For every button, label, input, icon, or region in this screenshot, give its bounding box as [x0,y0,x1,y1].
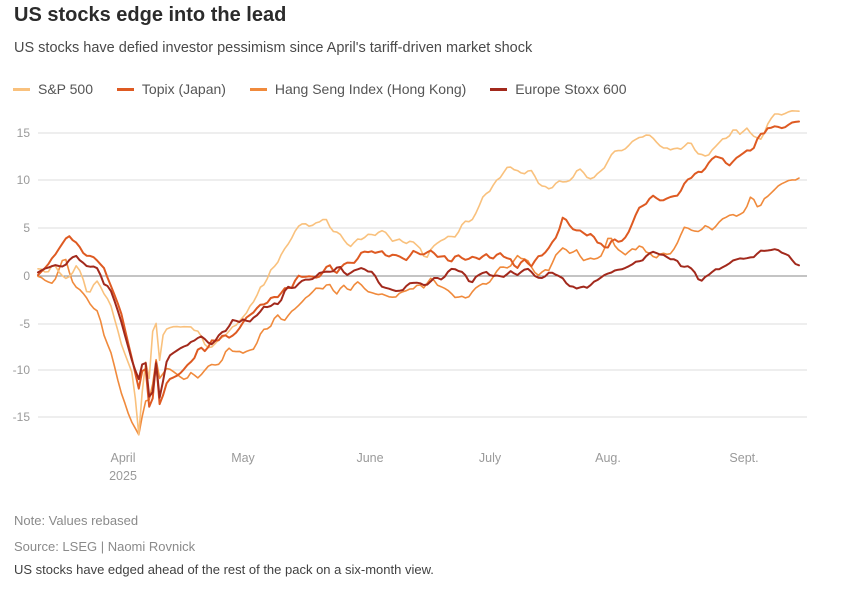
svg-text:2025: 2025 [109,469,137,483]
svg-text:0: 0 [23,269,30,283]
svg-text:June: June [356,451,383,465]
svg-text:-5: -5 [19,317,30,331]
svg-text:-15: -15 [13,410,31,424]
svg-text:July: July [479,451,502,465]
svg-text:Sept.: Sept. [729,451,758,465]
svg-text:10: 10 [17,173,31,187]
svg-text:5: 5 [23,221,30,235]
svg-text:May: May [231,451,255,465]
svg-text:April: April [110,451,135,465]
svg-text:-10: -10 [13,363,31,377]
svg-text:15: 15 [17,126,31,140]
svg-text:Aug.: Aug. [595,451,621,465]
